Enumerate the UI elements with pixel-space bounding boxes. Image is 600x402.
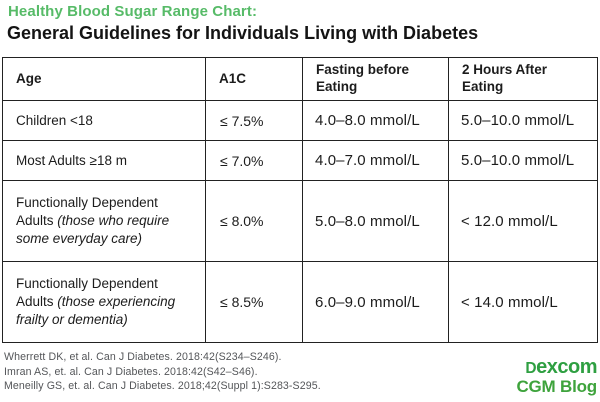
cell-fasting: 6.0–9.0 mmol/L <box>302 261 449 343</box>
table-row: Children <18 ≤ 7.5% 4.0–8.0 mmol/L 5.0–1… <box>2 100 598 141</box>
dexcom-logo: Dexcom CGM Blog <box>516 357 597 395</box>
age-note: (those experiencing frailty or dementia) <box>16 294 176 327</box>
cell-age: Functionally Dependent Adults (those who… <box>2 180 206 262</box>
cell-age: Functionally Dependent Adults (those exp… <box>2 261 206 343</box>
cell-age: Most Adults ≥18 m <box>2 140 206 181</box>
cell-fasting: 5.0–8.0 mmol/L <box>302 180 449 262</box>
guidelines-table-container: Age A1C Fasting before Eating 2 Hours Af… <box>2 57 598 343</box>
table-row: Most Adults ≥18 m ≤ 7.0% 4.0–7.0 mmol/L … <box>2 140 598 181</box>
cgm-blog-label: CGM Blog <box>516 377 597 396</box>
age-label: Functionally Dependent Adults <box>16 276 158 310</box>
age-label: Functionally Dependent Adults <box>16 195 158 229</box>
table-row: Functionally Dependent Adults (those who… <box>2 180 598 262</box>
cell-a1c: ≤ 8.0% <box>205 180 303 262</box>
table-row: Functionally Dependent Adults (those exp… <box>2 261 598 343</box>
cell-a1c: ≤ 7.0% <box>205 140 303 181</box>
page-title: Healthy Blood Sugar Range Chart: <box>8 3 258 20</box>
dexcom-wordmark: Dexcom <box>525 356 597 378</box>
citation-line: Meneilly GS, et. al. Can J Diabetes. 201… <box>4 380 321 393</box>
column-header-fasting: Fasting before Eating <box>302 57 449 101</box>
citation-line: Imran AS, et. al. Can J Diabetes. 2018:4… <box>4 365 258 378</box>
column-header-a1c: A1C <box>205 57 303 101</box>
guidelines-table: Age A1C Fasting before Eating 2 Hours Af… <box>2 57 598 343</box>
column-header-after-eating: 2 Hours After Eating <box>448 57 598 101</box>
cell-after-eating: < 12.0 mmol/L <box>448 180 598 262</box>
cell-fasting: 4.0–7.0 mmol/L <box>302 140 449 181</box>
cell-a1c: ≤ 8.5% <box>205 261 303 343</box>
age-note: (those who require some everyday care) <box>16 213 170 246</box>
citations: Wherrett DK, et al. Can J Diabetes. 2018… <box>4 350 321 394</box>
cell-after-eating: < 14.0 mmol/L <box>448 261 598 343</box>
column-header-age: Age <box>2 57 206 101</box>
cell-after-eating: 5.0–10.0 mmol/L <box>448 140 598 181</box>
cell-fasting: 4.0–8.0 mmol/L <box>302 100 449 141</box>
age-label: Children <18 <box>16 112 93 128</box>
age-label: Most Adults ≥18 m <box>16 152 127 168</box>
page-subtitle: General Guidelines for Individuals Livin… <box>7 23 479 43</box>
citation-line: Wherrett DK, et al. Can J Diabetes. 2018… <box>4 351 282 363</box>
cell-age: Children <18 <box>2 100 206 141</box>
cell-a1c: ≤ 7.5% <box>205 100 303 141</box>
table-header-row: Age A1C Fasting before Eating 2 Hours Af… <box>2 57 598 101</box>
cell-after-eating: 5.0–10.0 mmol/L <box>448 100 598 141</box>
